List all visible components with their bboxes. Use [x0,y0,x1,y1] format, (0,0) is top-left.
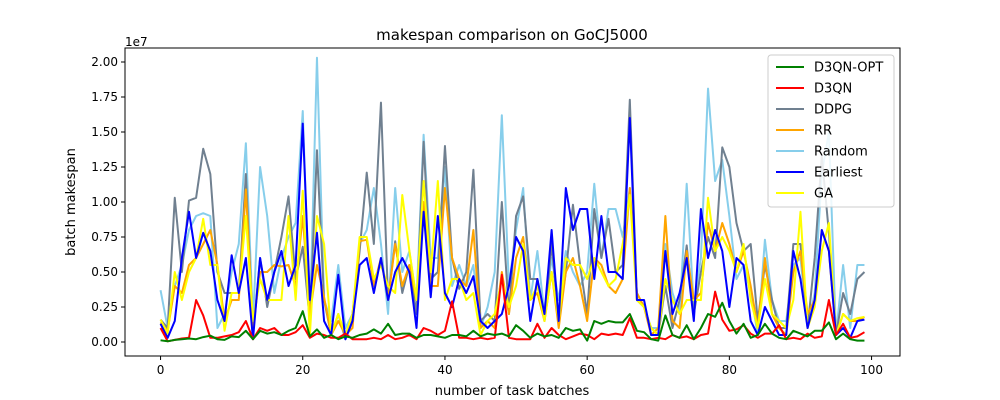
legend-frame [767,54,895,208]
y-axis-label: batch makespan [64,148,79,256]
y-tick-label: 1.75 [91,90,118,104]
y-tick-label: 0.25 [91,300,118,314]
y-tick-label: 1.25 [91,160,118,174]
y-tick-label: 0.75 [91,230,118,244]
y-tick-label: 1.50 [91,125,118,139]
plot-series [159,56,866,343]
legend-label-d3qn: D3QN [814,82,852,97]
chart-title: makespan comparison on GoCJ5000 [376,26,648,44]
legend-label-ga: GA [814,187,833,202]
series-line-ga [159,180,865,336]
x-tick-label: 0 [157,363,165,377]
x-axis-label: number of task batches [435,384,590,399]
legend-label-rr: RR [814,124,832,139]
legend-label-d3qn-opt: D3QN-OPT [814,61,883,76]
series-line-d3qn-opt [160,301,865,343]
y-tick-label: 2.00 [91,55,118,69]
x-tick-label: 60 [580,363,595,377]
legend-label-ddpg: DDPG [814,103,852,118]
x-tick-label: 100 [860,363,883,377]
x-tick-label: 40 [437,363,452,377]
x-tick-label: 20 [295,363,310,377]
y-tick-label: 0.00 [91,335,118,349]
y-axis: 0.00 0.25 0.50 0.75 1.00 1.25 1.50 1.75 2.00 [91,55,125,349]
legend: D3QN-OPT D3QN DDPG RR Random Earliest GA [767,54,895,208]
x-axis: 0 20 40 60 80 100 [157,356,883,377]
series-line-earliest [159,117,865,341]
x-tick-label: 80 [722,363,737,377]
legend-label-random: Random [814,145,868,160]
y-tick-label: 0.50 [91,265,118,279]
y-tick-label: 1.00 [91,195,118,209]
y-offset-label: 1e7 [125,35,148,49]
legend-label-earliest: Earliest [814,166,863,181]
